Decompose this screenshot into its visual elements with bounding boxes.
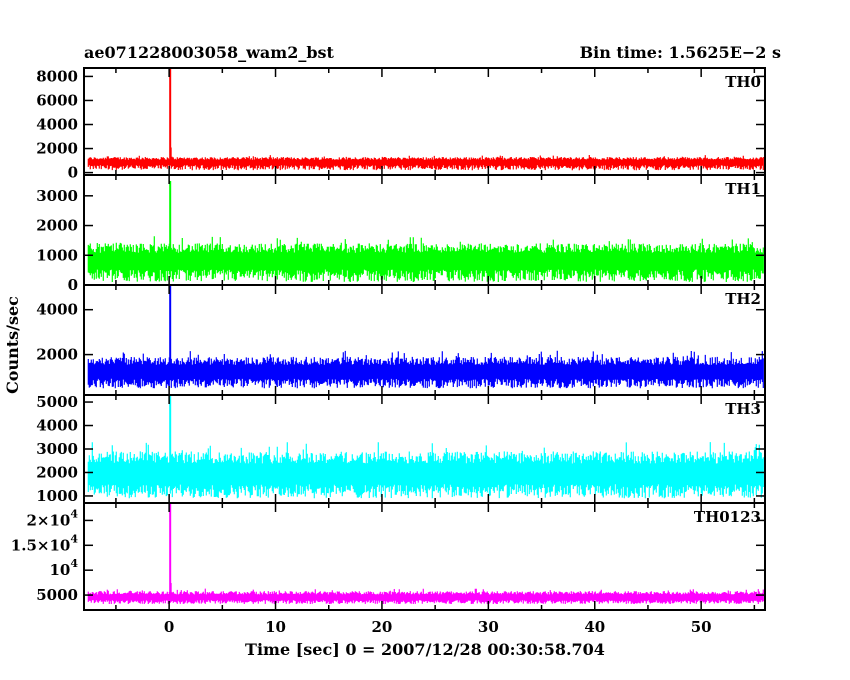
- x-tick-label: 30: [478, 618, 499, 636]
- peak-tail-th2: [170, 360, 178, 375]
- peak-tail-th1: [170, 250, 178, 265]
- y-tick-label: 8000: [36, 67, 78, 85]
- y-tick-label: 2000: [36, 346, 78, 364]
- chart-title-right: Bin time: 1.5625E−2 s: [580, 43, 781, 62]
- y-tick-exponent: 4: [70, 532, 78, 545]
- y-tick-label: 2×104: [26, 507, 78, 529]
- panel-th0123: 5000 104 1.5×104 2×104 TH0123: [11, 502, 766, 611]
- y-tick-label: 5000: [36, 586, 78, 604]
- panel-label: TH1: [725, 180, 761, 198]
- x-axis-label: Time [sec] 0 = 2007/12/28 00:30:58.704: [245, 640, 605, 659]
- y-tick-label: 6000: [36, 91, 78, 109]
- panel-label: TH3: [725, 400, 761, 418]
- x-tick-label: 50: [691, 618, 712, 636]
- y-tick-label: 2000: [36, 140, 78, 158]
- y-tick-label: 1.5×104: [11, 532, 79, 554]
- panel-th0: 0 2000 4000 6000 8000 TH0: [36, 67, 766, 182]
- peak-tail-th0123: [170, 583, 178, 599]
- y-tick-label: 1000: [36, 246, 78, 264]
- panel-th2: 2000 4000 TH2: [36, 284, 766, 396]
- series-th2: [87, 350, 764, 389]
- y-tick-label: 3000: [36, 187, 78, 205]
- series-th0: [87, 155, 764, 171]
- x-tick-label: 0: [164, 618, 174, 636]
- y-tick-label: 0: [68, 164, 78, 182]
- peak-tail-th0: [170, 147, 178, 163]
- panel-frame: [83, 502, 766, 611]
- y-tick-label: 4000: [36, 116, 78, 134]
- y-tick-label: 4000: [36, 417, 78, 435]
- y-tick-label: 5000: [36, 393, 78, 411]
- x-tick-label: 10: [265, 618, 286, 636]
- panel-th1: 0 1000 2000 3000 TH1: [36, 174, 766, 294]
- series-th3: [87, 442, 764, 499]
- series-th1: [87, 236, 764, 282]
- x-tick-label: 20: [372, 618, 393, 636]
- panel-label: TH2: [725, 290, 761, 308]
- chart-title-left: ae071228003058_wam2_bst: [84, 43, 335, 62]
- x-tick-label: 40: [584, 618, 605, 636]
- y-tick-label: 2000: [36, 217, 78, 235]
- panel-label: TH0123: [694, 508, 761, 526]
- y-tick-label: 4000: [36, 301, 78, 319]
- peak-tail-th3: [170, 464, 178, 479]
- y-tick-label: 3000: [36, 440, 78, 458]
- y-tick-label: 104: [49, 557, 78, 579]
- y-axis-label: Counts/sec: [3, 296, 22, 394]
- y-tick-exponent: 4: [70, 507, 78, 520]
- panel-label: TH0: [725, 73, 761, 91]
- panel-th3: 1000 2000 3000 4000 5000 TH3: [36, 393, 766, 505]
- y-tick-exponent: 4: [70, 557, 78, 570]
- y-tick-label: 0: [68, 276, 78, 294]
- y-tick-label: 1000: [36, 487, 78, 505]
- series-th0123: [87, 588, 764, 604]
- y-tick-label: 2000: [36, 463, 78, 481]
